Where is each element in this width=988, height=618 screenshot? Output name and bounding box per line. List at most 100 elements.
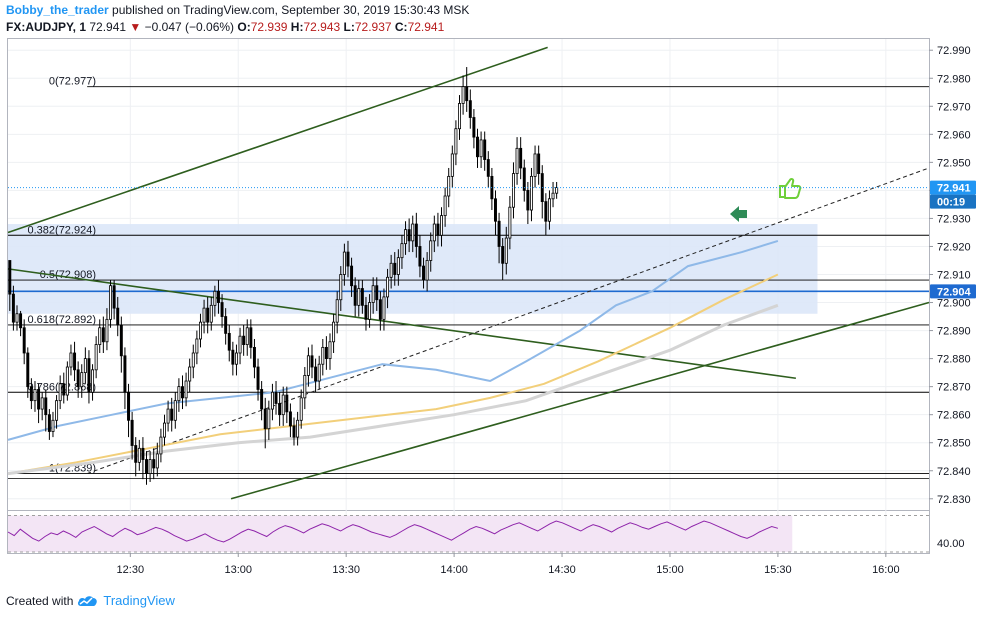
candle-body	[123, 355, 127, 393]
candle-body	[432, 223, 436, 242]
candle	[245, 319, 249, 356]
candle	[267, 400, 271, 440]
candle	[105, 308, 109, 351]
candle	[303, 367, 307, 410]
rsi-band	[8, 515, 793, 552]
candle	[127, 383, 131, 438]
candle-body	[116, 307, 120, 326]
candle	[296, 411, 300, 446]
candle	[163, 414, 166, 446]
candle-body	[292, 425, 296, 438]
candle	[73, 341, 77, 382]
candle	[234, 344, 238, 376]
candle	[555, 181, 559, 199]
price-badge: 72.941	[937, 183, 971, 195]
candle	[537, 145, 541, 185]
candlesticks	[8, 67, 559, 485]
time-axis: 12:30 13:00 13:30 14:00 14:30 15:00 15:30 16:00	[117, 553, 900, 576]
price-tick-label: 72.850	[937, 438, 971, 450]
candle	[65, 361, 69, 401]
price-badge-bg	[930, 194, 976, 209]
candle	[238, 327, 242, 365]
price-tick-label: 72.870	[937, 382, 971, 394]
candle	[450, 145, 454, 188]
rsi-indicator: 40.00	[7, 515, 965, 553]
candle-body	[256, 366, 260, 390]
candle-body	[476, 136, 479, 158]
candle-body	[37, 389, 41, 410]
candle-body	[321, 346, 325, 365]
candle	[123, 347, 127, 410]
candle-body	[357, 288, 361, 306]
candle-body	[44, 397, 48, 416]
time-tick-label: 16:00	[872, 564, 900, 576]
price-tick-label: 72.970	[937, 101, 971, 113]
candle	[242, 324, 246, 356]
last-price: 72.941	[89, 20, 127, 34]
candle	[454, 120, 458, 166]
candle-body	[533, 153, 537, 177]
trendline-descending	[7, 268, 796, 380]
candle	[346, 240, 350, 278]
candle	[15, 305, 19, 331]
fib-label-72.977: 0(72.977)	[49, 76, 96, 88]
candle-body	[29, 386, 33, 402]
candle	[497, 212, 501, 264]
candle-body	[51, 419, 55, 432]
close-value: 72.941	[407, 20, 445, 34]
candle-body	[98, 327, 102, 345]
change-value: −0.047 (−0.06%)	[144, 20, 235, 34]
candle	[429, 232, 433, 272]
candle-body	[328, 341, 332, 360]
published-text: published on TradingView.com, September …	[112, 3, 470, 17]
price-badge-bg	[930, 180, 976, 195]
candle	[220, 294, 224, 328]
candle	[310, 344, 314, 379]
candle-body	[389, 262, 393, 278]
candle-body	[436, 223, 440, 236]
candle	[353, 277, 357, 317]
candle-body	[188, 366, 192, 382]
candle	[252, 338, 256, 379]
candle-body	[468, 100, 472, 118]
candle	[213, 285, 217, 317]
candle	[407, 218, 411, 253]
candle	[198, 313, 202, 348]
candle	[436, 212, 440, 247]
candle-body	[141, 447, 145, 460]
candle-body	[152, 459, 156, 469]
thumbs-up-icon	[779, 177, 802, 199]
candle-body	[544, 201, 548, 222]
down-arrow-icon: ▼	[129, 20, 142, 34]
candle-body	[497, 220, 501, 247]
candle	[432, 215, 436, 253]
candle	[260, 381, 264, 421]
candle-body	[8, 260, 12, 295]
candle	[209, 296, 213, 331]
candle	[19, 310, 23, 337]
annotation-icons	[730, 177, 802, 222]
candle-body	[404, 229, 408, 245]
author-link[interactable]: Bobby_the_trader	[6, 3, 109, 17]
candle	[418, 235, 422, 278]
tradingview-link[interactable]: TradingView	[103, 593, 175, 608]
candle-body	[296, 419, 300, 438]
candle-body	[274, 391, 278, 404]
candle	[533, 145, 537, 188]
candle	[472, 109, 476, 149]
candle	[40, 392, 44, 421]
candle-body	[137, 447, 141, 463]
candle-body	[425, 260, 429, 281]
candle-body	[382, 296, 386, 320]
candle	[22, 319, 26, 365]
moving-averages	[7, 239, 779, 476]
candle-body	[461, 86, 465, 104]
candle	[44, 389, 48, 432]
candle	[249, 319, 253, 359]
candle	[281, 386, 285, 426]
candle	[540, 165, 544, 219]
candle-body	[332, 321, 336, 343]
candle-body	[191, 352, 195, 368]
candle	[314, 358, 318, 393]
